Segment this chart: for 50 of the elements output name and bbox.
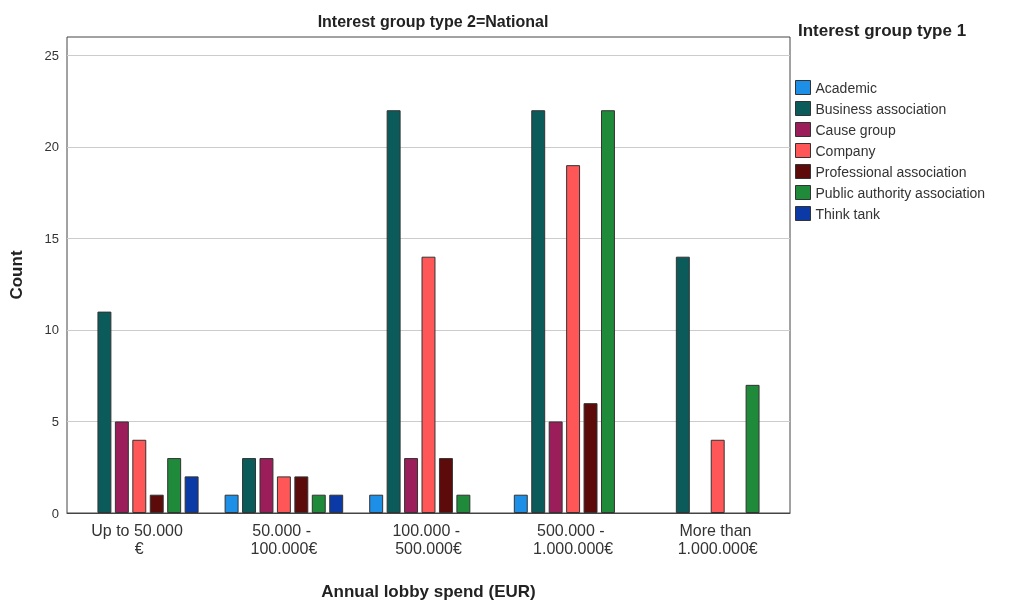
x-tick-label: 50.000 - 100.000€ (250, 521, 318, 557)
bar (276, 476, 291, 513)
bar (745, 384, 760, 513)
y-tick-label: 15 (44, 230, 59, 246)
bar (583, 403, 598, 513)
bar (149, 494, 164, 513)
legend-label: Public authority association (815, 184, 986, 201)
x-tick-label: More than 1.000.000€ (677, 521, 758, 557)
bar (513, 494, 528, 513)
y-tick-label: 10 (44, 322, 59, 338)
bar (531, 110, 546, 513)
x-axis-title: Annual lobby spend (EUR) (321, 582, 536, 601)
legend-label: Think tank (815, 205, 882, 222)
x-tick-label: 100.000 - 500.000€ (392, 521, 465, 557)
bar (438, 458, 453, 513)
legend-label: Academic (815, 79, 877, 96)
bar (710, 439, 725, 513)
legend-label: Business association (815, 100, 947, 117)
bar (456, 494, 471, 513)
bar (167, 458, 182, 513)
y-tick-label: 0 (51, 505, 59, 521)
bar (566, 165, 581, 513)
legend-label: Cause group (815, 121, 896, 138)
bar (184, 476, 199, 513)
bar (259, 458, 274, 513)
y-tick-label: 25 (44, 47, 59, 63)
y-axis-title: Count (7, 250, 26, 300)
x-tick-label: Up to 50.000 € (91, 521, 188, 557)
chart-title: Interest group type 2=National (317, 12, 549, 30)
bar (294, 476, 309, 513)
bar (97, 311, 112, 513)
bar (329, 494, 344, 513)
bar (675, 256, 690, 513)
x-tick-label: 500.000 - 1.000.000€ (533, 521, 614, 557)
bar (114, 421, 129, 513)
bar (548, 421, 563, 513)
bar (369, 494, 384, 513)
bar (421, 256, 436, 513)
legend-label: Company (815, 142, 876, 159)
bar (242, 458, 256, 513)
legend-title: Interest group type 1 (798, 21, 967, 40)
bar (601, 110, 615, 513)
bar (386, 110, 401, 513)
legend-label: Professional association (815, 163, 967, 180)
bar (404, 458, 419, 513)
bar (132, 439, 147, 513)
y-tick-label: 20 (44, 139, 59, 155)
bar (311, 494, 326, 513)
bar (224, 494, 239, 513)
y-tick-label: 5 (51, 413, 59, 429)
